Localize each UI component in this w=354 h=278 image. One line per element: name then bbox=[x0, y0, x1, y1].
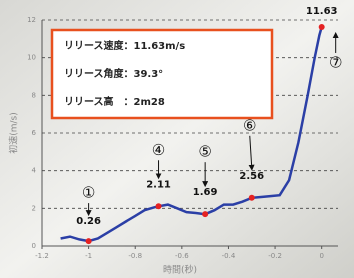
y-tick-label: 0 bbox=[32, 242, 36, 250]
highlight-point bbox=[86, 238, 92, 244]
annotation-text: リリース高 ：2m28 bbox=[64, 95, 165, 108]
value-label: 2.56 bbox=[239, 171, 264, 182]
step-marker: ① bbox=[82, 184, 95, 202]
highlight-point bbox=[319, 24, 325, 30]
x-tick-label: -0.8 bbox=[128, 252, 142, 260]
highlight-point bbox=[156, 203, 162, 209]
highlight-point bbox=[249, 195, 255, 201]
step-marker: ⑤ bbox=[198, 143, 211, 161]
x-tick-label: -0.2 bbox=[268, 252, 282, 260]
x-tick-label: -0.6 bbox=[175, 252, 189, 260]
y-tick-label: 10 bbox=[27, 54, 36, 62]
highlight-point bbox=[202, 211, 208, 217]
x-tick-label: -0.4 bbox=[222, 252, 236, 260]
chart: 初速(m/s) 時間(秒) 0 2 4 6 8 10 12 -1.2 -1 -0.8 -0.6 -0.… bbox=[0, 0, 354, 278]
x-tick-label: -1 bbox=[85, 252, 92, 260]
value-label: 1.69 bbox=[193, 187, 218, 198]
annotation-text: リリース角度：39.3° bbox=[64, 67, 163, 80]
x-tick-label: -1.2 bbox=[35, 252, 49, 260]
y-tick-label: 12 bbox=[27, 16, 36, 24]
y-tick-label: 6 bbox=[32, 129, 37, 137]
value-label: 11.63 bbox=[306, 6, 338, 17]
step-marker: ④ bbox=[152, 141, 165, 159]
y-tick-label: 4 bbox=[32, 167, 37, 175]
y-axis-title: 初速(m/s) bbox=[8, 112, 20, 154]
value-label: 2.11 bbox=[146, 179, 171, 190]
value-label: 0.26 bbox=[76, 216, 101, 227]
x-axis-title: 時間(秒) bbox=[163, 264, 197, 276]
y-tick-label: 8 bbox=[32, 91, 36, 99]
step-marker: ⑦ bbox=[329, 53, 342, 71]
y-tick-label: 2 bbox=[32, 204, 36, 212]
x-tick-label: 0 bbox=[319, 252, 323, 260]
annotation-text: リリース速度：11.63m/s bbox=[64, 39, 185, 52]
step-marker: ⑥ bbox=[243, 116, 256, 134]
